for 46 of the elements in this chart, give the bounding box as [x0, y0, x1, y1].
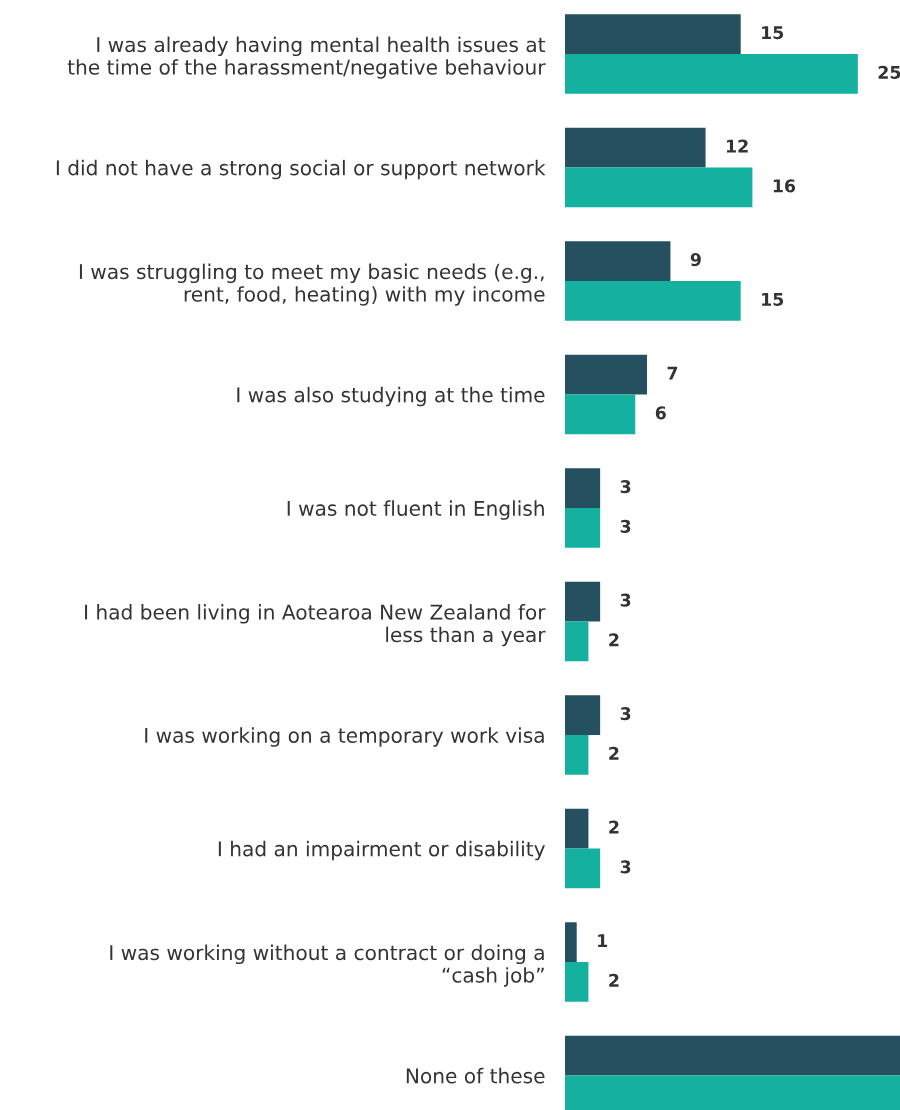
- data-label: 15: [762, 26, 784, 40]
- data-label: 9: [690, 253, 701, 267]
- data-label: 7: [667, 366, 678, 380]
- bar: [565, 508, 601, 548]
- data-label: 25: [878, 65, 900, 79]
- bar: [565, 394, 636, 435]
- data-label: 1: [598, 934, 608, 947]
- bar: [565, 241, 671, 281]
- y-tick-label: I did not have a strong social or support network: [56, 159, 546, 180]
- bar: [565, 468, 601, 508]
- bar: [565, 808, 589, 849]
- y-tick-label: I was working without a contract or doing a “cash job”: [110, 944, 544, 987]
- bar: [565, 581, 601, 622]
- data-label: 2: [609, 820, 619, 834]
- bar: [565, 54, 858, 94]
- y-tick-label: I had been living in Aotearoa New Zealand for less than a year: [85, 604, 546, 647]
- bar: [565, 848, 601, 889]
- y-tick-label: I had an impairment or disability: [218, 840, 545, 861]
- data-label: 15: [762, 293, 784, 306]
- data-label: 3: [620, 860, 631, 874]
- y-tick-label: None of these: [406, 1067, 545, 1084]
- data-label: 6: [655, 406, 666, 420]
- bar: [565, 14, 741, 54]
- data-label: 3: [620, 593, 631, 607]
- data-label: 3: [620, 707, 631, 721]
- bar: [565, 354, 647, 395]
- y-tick-label: I was also studying at the time: [237, 386, 545, 407]
- data-label: 3: [620, 480, 631, 494]
- y-tick-label: I was working on a temporary work visa: [145, 727, 544, 747]
- bar: [565, 922, 577, 962]
- data-label: 2: [609, 633, 619, 647]
- y-tick-label: I was not fluent in English: [287, 500, 544, 520]
- bar: [565, 695, 601, 735]
- data-label: 3: [620, 519, 631, 533]
- bar: [565, 621, 589, 662]
- data-label: 16: [773, 179, 796, 193]
- bar: [565, 127, 706, 168]
- y-tick-label: I was struggling to meet my basic needs (e.g., rent, food, heating) with my income: [79, 263, 545, 306]
- bar: [565, 281, 741, 321]
- bar: [565, 167, 753, 208]
- bar: [565, 962, 589, 1002]
- bar: [565, 735, 589, 775]
- data-label: 2: [609, 746, 619, 760]
- data-label: 2: [609, 973, 619, 987]
- data-label: 12: [726, 139, 748, 153]
- y-tick-label: I was already having mental health issues at the time of the harassment/negative behaviour: [67, 36, 546, 79]
